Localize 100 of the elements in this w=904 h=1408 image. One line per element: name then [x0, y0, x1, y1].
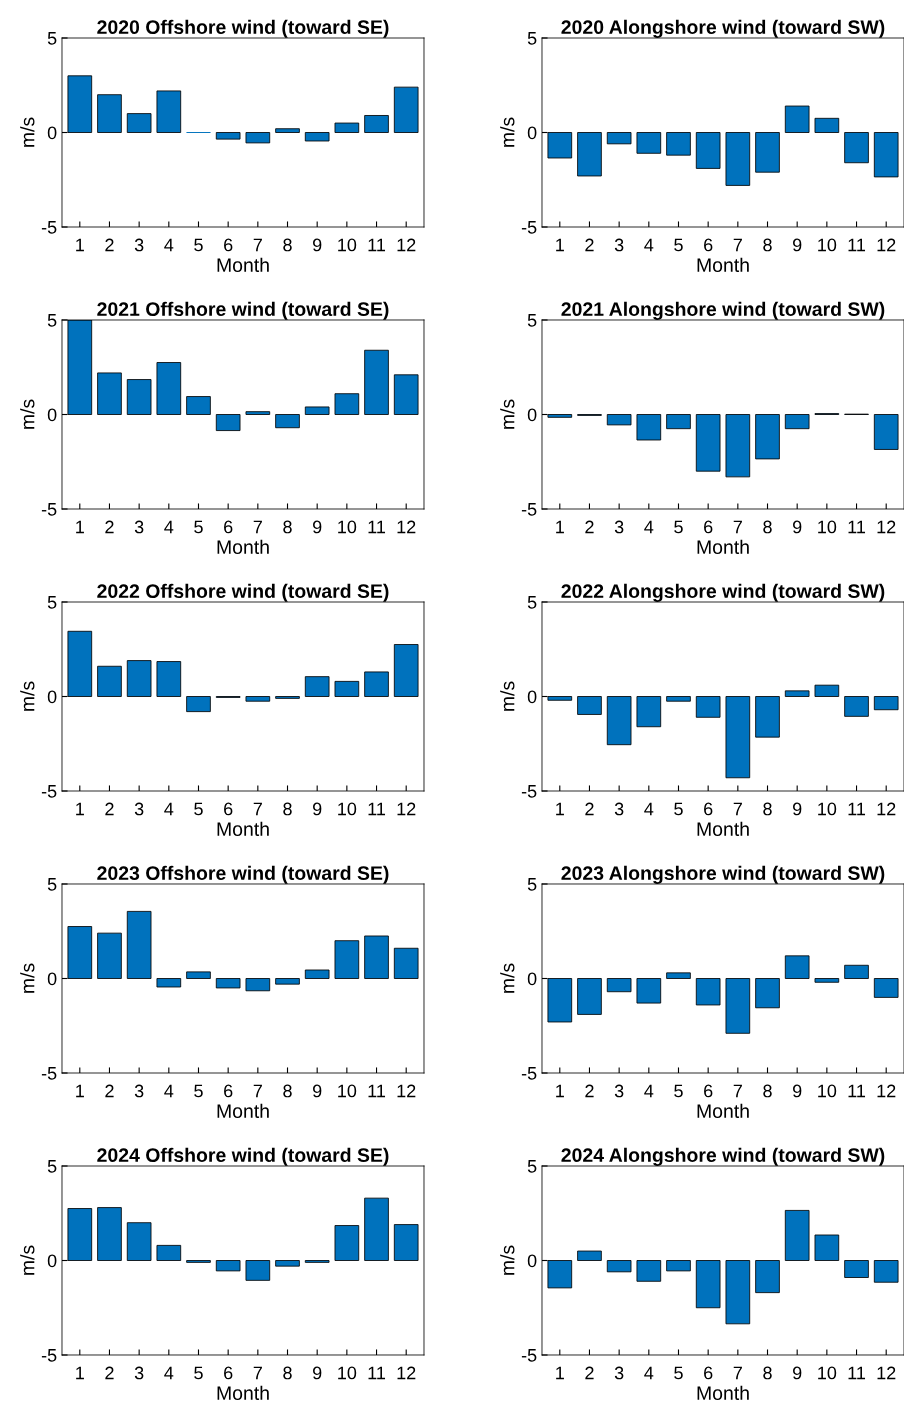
bar [784, 1209, 810, 1261]
bar [695, 978, 721, 1006]
x-tick-label: 5 [194, 520, 203, 534]
bar [547, 132, 573, 159]
x-tick-label: 7 [253, 1366, 262, 1380]
bar [873, 696, 899, 711]
y-tick-label: -5 [41, 503, 57, 516]
y-tick-label: 0 [527, 1254, 537, 1268]
x-tick-label: 12 [877, 1366, 896, 1380]
y-tick-label: 0 [47, 972, 57, 986]
bar [547, 696, 573, 701]
y-tick-label: 0 [527, 690, 537, 704]
chart-title: 2023 Alongshore wind (toward SW) [561, 865, 885, 884]
x-tick-label: 9 [313, 1084, 322, 1098]
y-tick-label: -5 [521, 1067, 537, 1080]
x-tick-label: 10 [818, 520, 837, 534]
x-tick-label: 5 [674, 802, 683, 816]
bar [606, 978, 632, 993]
bar [156, 90, 182, 133]
x-tick-label: 7 [733, 1084, 742, 1098]
y-axis-title: m/s [500, 117, 515, 147]
x-tick-label: 3 [134, 520, 144, 534]
x-tick-label: 1 [556, 802, 564, 816]
x-tick-label: 2 [105, 238, 114, 252]
chart-title: 2021 Alongshore wind (toward SW) [561, 301, 885, 320]
y-tick-label: -5 [41, 785, 57, 798]
bar [784, 955, 810, 979]
x-tick-label: 6 [704, 1084, 713, 1098]
y-axis-title: m/s [500, 681, 515, 711]
x-tick-label: 7 [733, 238, 742, 252]
x-axis-title: Month [697, 1385, 749, 1400]
x-tick-label: 4 [164, 520, 174, 534]
y-tick-label: 5 [527, 32, 537, 45]
x-tick-label: 3 [134, 238, 144, 252]
bar [304, 676, 330, 697]
x-tick-label: 1 [76, 802, 84, 816]
x-tick-label: 2 [105, 520, 114, 534]
bar [755, 696, 780, 738]
y-tick-label: -5 [41, 221, 57, 234]
x-tick-label: 1 [556, 1366, 564, 1380]
y-tick-label: -5 [521, 221, 537, 234]
x-tick-label: 9 [313, 520, 322, 534]
bar [67, 75, 93, 133]
bar [275, 1260, 300, 1267]
bar [126, 113, 152, 133]
y-tick-label: 5 [527, 1160, 537, 1173]
x-tick-label: 3 [614, 520, 624, 534]
bar [67, 926, 93, 979]
x-tick-label: 12 [397, 238, 416, 252]
bar [156, 1244, 182, 1261]
bar [97, 1207, 122, 1261]
x-tick-label: 8 [763, 238, 772, 252]
x-tick-label: 6 [704, 520, 713, 534]
x-tick-label: 9 [793, 802, 802, 816]
bar [844, 1260, 869, 1278]
x-tick-label: 4 [164, 1084, 174, 1098]
bar [334, 1225, 360, 1261]
bar [844, 696, 869, 717]
bar [186, 396, 211, 415]
y-tick-label: 0 [47, 408, 57, 422]
bar [636, 696, 662, 728]
x-tick-label: 8 [283, 238, 292, 252]
bar [126, 1222, 152, 1261]
bar [275, 978, 300, 985]
bar [636, 1260, 662, 1282]
x-tick-label: 10 [338, 1366, 357, 1380]
bar [67, 1208, 93, 1261]
x-tick-label: 4 [164, 802, 174, 816]
bar [606, 1260, 632, 1273]
bar [725, 1260, 751, 1325]
x-tick-label: 3 [614, 238, 624, 252]
y-tick-label: -5 [521, 1349, 537, 1362]
bar [364, 349, 389, 415]
y-tick-label: 5 [527, 878, 537, 891]
x-tick-label: 11 [368, 1366, 386, 1380]
x-tick-label: 11 [368, 1084, 386, 1098]
x-tick-label: 9 [793, 520, 802, 534]
bar [577, 696, 602, 715]
x-tick-label: 2 [585, 802, 594, 816]
x-tick-label: 8 [283, 1366, 292, 1380]
x-tick-label: 8 [283, 520, 292, 534]
x-tick-label: 12 [877, 802, 896, 816]
bar [304, 132, 330, 142]
x-axis-title: Month [217, 257, 269, 272]
y-tick-label: 0 [47, 126, 57, 140]
x-axis-title: Month [217, 1103, 269, 1118]
x-tick-label: 4 [644, 1366, 654, 1380]
y-tick-label: 5 [47, 32, 57, 45]
x-tick-label: 5 [194, 1084, 203, 1098]
x-tick-label: 10 [338, 802, 357, 816]
y-tick-label: 0 [527, 972, 537, 986]
x-tick-label: 8 [763, 520, 772, 534]
x-tick-label: 4 [164, 1366, 174, 1380]
x-tick-label: 1 [556, 520, 564, 534]
x-axis-title: Month [697, 257, 749, 272]
x-tick-label: 5 [674, 238, 683, 252]
y-tick-label: 0 [527, 126, 537, 140]
x-tick-label: 5 [674, 520, 683, 534]
x-axis-title: Month [217, 821, 269, 836]
bar [156, 362, 182, 415]
